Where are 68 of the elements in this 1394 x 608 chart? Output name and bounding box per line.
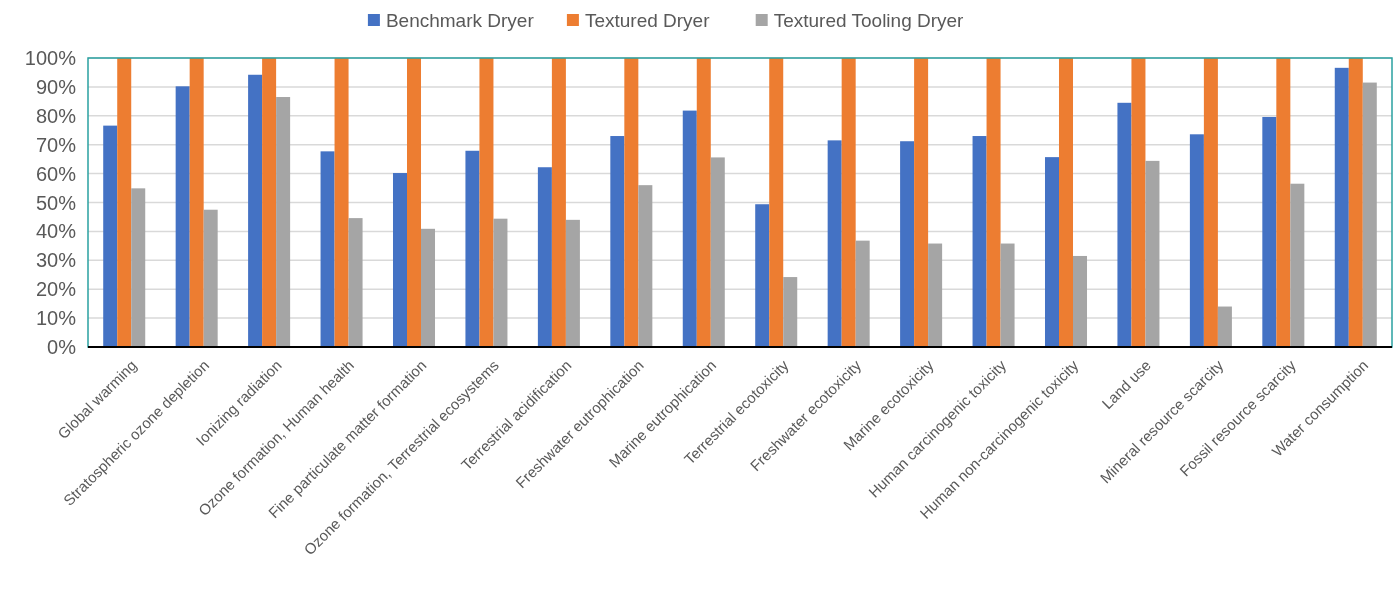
bar <box>276 97 291 347</box>
bar <box>624 58 639 347</box>
bar <box>1217 306 1232 347</box>
bar <box>710 157 725 347</box>
bar <box>348 218 363 347</box>
y-tick-label: 40% <box>35 220 77 243</box>
y-tick-label: 20% <box>35 278 77 301</box>
y-tick-label: 100% <box>24 47 77 69</box>
bar <box>320 151 335 347</box>
bar <box>769 58 784 347</box>
bar <box>1203 58 1218 347</box>
y-tick-label: 80% <box>35 104 77 127</box>
legend-label: Benchmark Dryer <box>385 9 535 31</box>
bar <box>827 140 842 347</box>
legend-label: Textured Tooling Dryer <box>773 9 965 31</box>
bar <box>1276 58 1291 347</box>
bar <box>1290 183 1305 347</box>
bar <box>1262 116 1277 347</box>
bar <box>1073 255 1088 347</box>
bar <box>189 58 204 347</box>
bar <box>638 185 653 347</box>
bar <box>551 58 566 347</box>
legend-label: Textured Dryer <box>584 9 711 31</box>
bar <box>421 228 436 347</box>
y-tick-label: 10% <box>35 307 77 330</box>
bar <box>103 125 118 347</box>
y-tick-label: 70% <box>35 133 77 156</box>
bar <box>855 240 870 347</box>
bar <box>1334 67 1349 347</box>
bar <box>1000 243 1015 347</box>
bar <box>928 243 943 347</box>
y-tick-label: 50% <box>35 191 77 214</box>
bar <box>1362 82 1377 347</box>
bar <box>479 58 494 347</box>
bar <box>493 218 508 347</box>
bar <box>1131 58 1146 347</box>
y-tick-label: 90% <box>35 75 77 98</box>
bar <box>565 219 580 347</box>
bar <box>900 141 915 347</box>
bar <box>203 209 218 347</box>
bar <box>1348 58 1363 347</box>
bar <box>696 58 711 347</box>
bar <box>610 136 625 347</box>
y-tick-label: 30% <box>35 249 77 272</box>
bar <box>755 204 770 347</box>
bar <box>248 74 263 347</box>
bar <box>1117 102 1132 347</box>
bar <box>407 58 421 347</box>
bar <box>117 58 132 347</box>
bar <box>392 173 407 347</box>
bar <box>914 58 929 347</box>
bar <box>537 167 552 347</box>
bar <box>841 58 856 347</box>
y-tick-label: 0% <box>47 336 77 358</box>
bar <box>1059 58 1073 347</box>
bar <box>783 277 798 347</box>
bar <box>682 110 697 347</box>
bar <box>334 58 349 347</box>
bar <box>175 86 190 347</box>
bar <box>972 136 987 347</box>
bar <box>131 188 146 347</box>
bar <box>1145 160 1160 347</box>
bar <box>1189 134 1204 347</box>
bar <box>465 150 480 347</box>
bar <box>262 58 277 347</box>
bar <box>1044 157 1059 347</box>
bar <box>986 58 1001 347</box>
y-tick-label: 60% <box>35 162 77 185</box>
